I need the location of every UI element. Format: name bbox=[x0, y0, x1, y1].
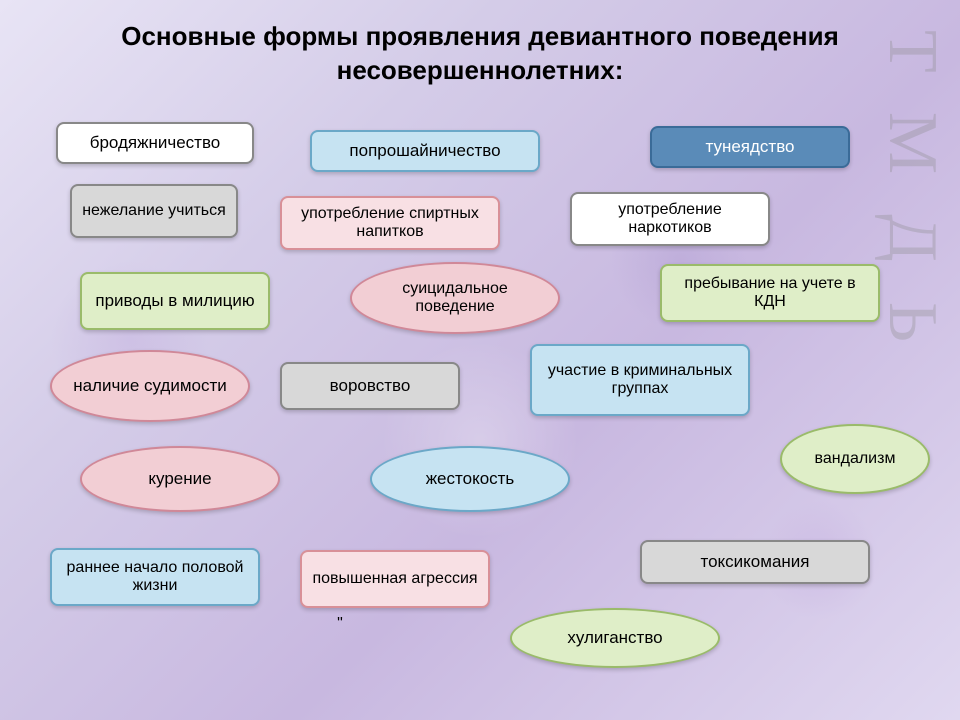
shape-label-alcohol: употребление спиртных напитков bbox=[292, 205, 488, 242]
shape-vandalism: вандализм bbox=[780, 424, 930, 494]
page-title: Основные формы проявления девиантного по… bbox=[0, 0, 960, 98]
shape-no-study: нежелание учиться bbox=[70, 184, 238, 238]
shape-police: приводы в милицию bbox=[80, 272, 270, 330]
shape-hooliganism: хулиганство bbox=[510, 608, 720, 668]
shape-aggression: повышенная агрессия bbox=[300, 550, 490, 608]
shape-begging: попрошайничество bbox=[310, 130, 540, 172]
decorative-sidebar: ТМДЬ bbox=[912, 30, 952, 690]
shape-alcohol: употребление спиртных напитков bbox=[280, 196, 500, 250]
shape-label-cruelty: жестокость bbox=[426, 469, 515, 489]
shape-label-aggression: повышенная агрессия bbox=[312, 570, 477, 588]
shape-quote: " bbox=[330, 614, 350, 634]
shape-parasitism: тунеядство bbox=[650, 126, 850, 168]
shape-toxicomania: токсикомания bbox=[640, 540, 870, 584]
shape-suicide: суицидальное поведение bbox=[350, 262, 560, 334]
shape-theft: воровство bbox=[280, 362, 460, 410]
shape-label-hooliganism: хулиганство bbox=[567, 628, 662, 648]
shape-cruelty: жестокость bbox=[370, 446, 570, 512]
shape-label-criminal: участие в криминальных группах bbox=[542, 362, 738, 399]
shape-label-suicide: суицидальное поведение bbox=[362, 280, 548, 317]
shape-label-toxicomania: токсикомания bbox=[701, 552, 810, 572]
shape-smoking: курение bbox=[80, 446, 280, 512]
shape-label-conviction: наличие судимости bbox=[73, 376, 227, 396]
shape-label-parasitism: тунеядство bbox=[705, 137, 794, 157]
shape-label-drugs: употребление наркотиков bbox=[582, 201, 758, 238]
shape-label-begging: попрошайничество bbox=[349, 141, 500, 161]
shape-label-smoking: курение bbox=[148, 469, 211, 489]
shape-vagrancy: бродяжничество bbox=[56, 122, 254, 164]
shape-label-quote: " bbox=[337, 615, 343, 633]
shape-early-sex: раннее начало половой жизни bbox=[50, 548, 260, 606]
shape-kdn: пребывание на учете в КДН bbox=[660, 264, 880, 322]
shape-label-kdn: пребывание на учете в КДН bbox=[672, 275, 868, 312]
shape-label-early-sex: раннее начало половой жизни bbox=[62, 559, 248, 596]
shape-criminal: участие в криминальных группах bbox=[530, 344, 750, 416]
shape-label-vandalism: вандализм bbox=[815, 450, 896, 468]
shape-label-no-study: нежелание учиться bbox=[82, 202, 226, 220]
shape-label-police: приводы в милицию bbox=[95, 291, 254, 311]
shape-drugs: употребление наркотиков bbox=[570, 192, 770, 246]
shape-conviction: наличие судимости bbox=[50, 350, 250, 422]
shape-label-theft: воровство bbox=[330, 376, 411, 396]
shape-label-vagrancy: бродяжничество bbox=[90, 133, 221, 153]
